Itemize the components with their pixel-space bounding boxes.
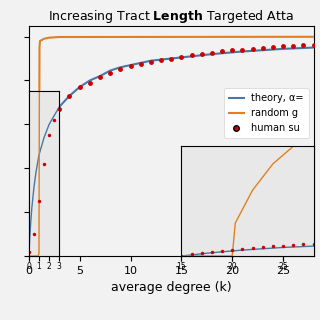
Title: Increasing Tract $\mathbf{Length}$ Targeted Atta: Increasing Tract $\mathbf{Length}$ Targe… [48,8,294,25]
X-axis label: average degree (k): average degree (k) [111,281,231,294]
Bar [29,92,59,256]
Legend: theory, α=, random g, human su: theory, α=, random g, human su [224,88,309,138]
